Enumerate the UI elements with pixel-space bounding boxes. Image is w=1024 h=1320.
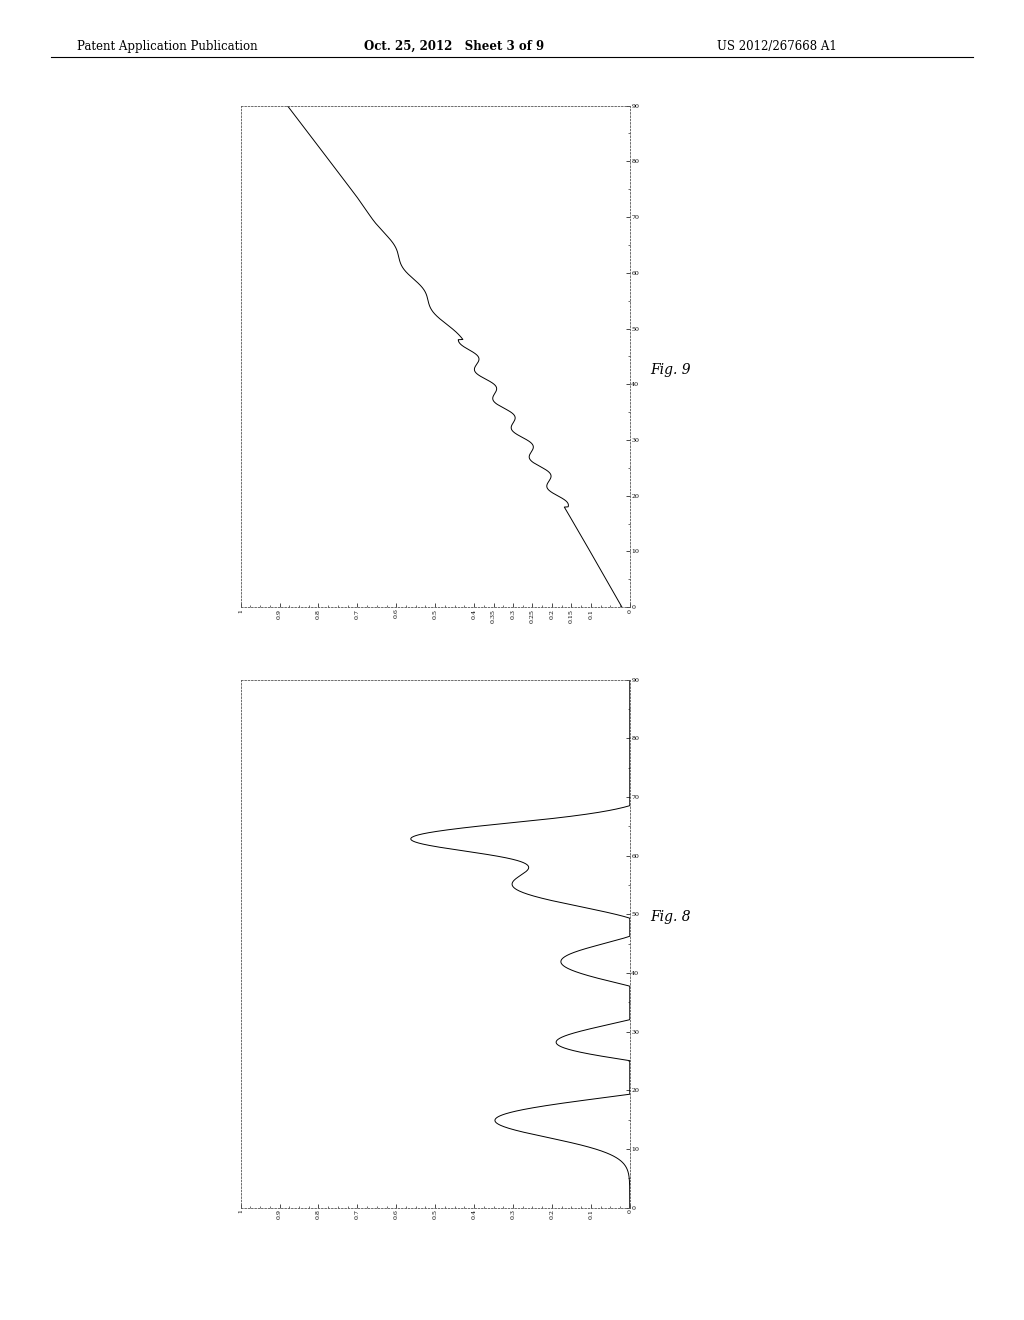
Text: Patent Application Publication: Patent Application Publication	[77, 40, 257, 53]
Text: Fig. 8: Fig. 8	[650, 911, 691, 924]
Text: Oct. 25, 2012   Sheet 3 of 9: Oct. 25, 2012 Sheet 3 of 9	[364, 40, 544, 53]
Text: Fig. 9: Fig. 9	[650, 363, 691, 376]
Text: US 2012/267668 A1: US 2012/267668 A1	[717, 40, 837, 53]
